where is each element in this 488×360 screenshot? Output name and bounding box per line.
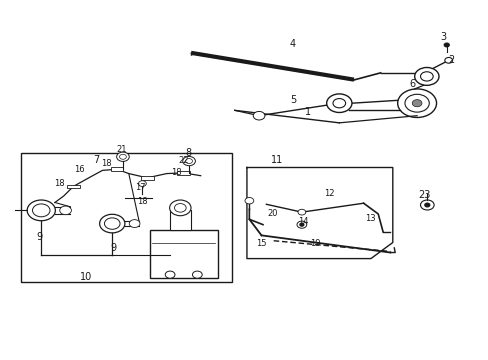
Text: 18: 18	[171, 168, 182, 177]
Text: 3: 3	[440, 32, 446, 42]
Circle shape	[444, 58, 452, 63]
Circle shape	[183, 157, 195, 166]
Circle shape	[119, 154, 126, 159]
Text: 22: 22	[178, 156, 188, 165]
Ellipse shape	[397, 89, 436, 117]
Text: 18: 18	[54, 179, 65, 188]
Circle shape	[444, 43, 448, 47]
Text: 18: 18	[137, 197, 147, 206]
Circle shape	[32, 204, 50, 217]
Circle shape	[138, 181, 146, 186]
Circle shape	[411, 100, 421, 107]
Text: 4: 4	[289, 39, 296, 49]
Text: 12: 12	[324, 189, 334, 198]
Bar	[111, 167, 123, 171]
Circle shape	[326, 94, 351, 112]
Circle shape	[297, 209, 305, 215]
Text: 20: 20	[267, 210, 277, 219]
Circle shape	[420, 72, 432, 81]
Text: 5: 5	[289, 95, 296, 105]
Circle shape	[60, 206, 71, 215]
Text: 6: 6	[408, 78, 414, 89]
Circle shape	[420, 200, 433, 210]
Circle shape	[332, 99, 345, 108]
Circle shape	[244, 198, 253, 204]
Circle shape	[192, 271, 202, 278]
Text: 17: 17	[134, 183, 145, 192]
Bar	[169, 210, 191, 230]
Circle shape	[174, 203, 186, 212]
Bar	[149, 230, 217, 278]
Text: 18: 18	[101, 159, 111, 168]
Bar	[21, 153, 232, 282]
Text: 23: 23	[417, 190, 430, 200]
Bar	[141, 176, 153, 180]
Text: 15: 15	[256, 239, 266, 248]
Ellipse shape	[27, 200, 55, 221]
Circle shape	[424, 203, 429, 207]
Ellipse shape	[100, 214, 124, 233]
Text: 2: 2	[447, 55, 453, 65]
Text: 13: 13	[364, 214, 374, 223]
Bar	[177, 171, 190, 175]
Circle shape	[296, 221, 306, 228]
Text: 10: 10	[80, 272, 92, 282]
Circle shape	[104, 218, 120, 229]
Text: 14: 14	[298, 217, 308, 226]
Circle shape	[185, 158, 192, 163]
Circle shape	[169, 200, 191, 216]
Circle shape	[299, 223, 303, 226]
Bar	[67, 185, 80, 188]
Circle shape	[116, 152, 129, 161]
Circle shape	[404, 94, 428, 112]
Text: 8: 8	[185, 148, 191, 158]
Circle shape	[165, 271, 175, 278]
Circle shape	[253, 111, 264, 120]
Text: 7: 7	[93, 156, 99, 165]
Text: 16: 16	[74, 165, 84, 174]
Circle shape	[414, 67, 438, 85]
Text: 1: 1	[304, 107, 310, 117]
Text: 19: 19	[309, 239, 320, 248]
Text: 11: 11	[271, 156, 283, 165]
Circle shape	[129, 220, 140, 228]
Text: 21: 21	[116, 145, 126, 154]
Text: 9: 9	[110, 243, 116, 253]
Text: 9: 9	[36, 232, 42, 242]
